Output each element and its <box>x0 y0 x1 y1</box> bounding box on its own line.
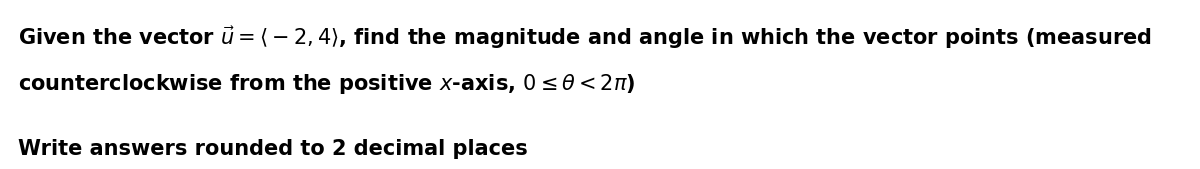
Text: Given the vector $\vec{u} = \langle -2, 4 \rangle$, find the magnitude and angle: Given the vector $\vec{u} = \langle -2, … <box>18 24 1152 51</box>
Text: Write answers rounded to 2 decimal places: Write answers rounded to 2 decimal place… <box>18 139 528 159</box>
Text: counterclockwise from the positive $x$-axis, $0 \leq \theta < 2\pi$): counterclockwise from the positive $x$-a… <box>18 73 636 96</box>
